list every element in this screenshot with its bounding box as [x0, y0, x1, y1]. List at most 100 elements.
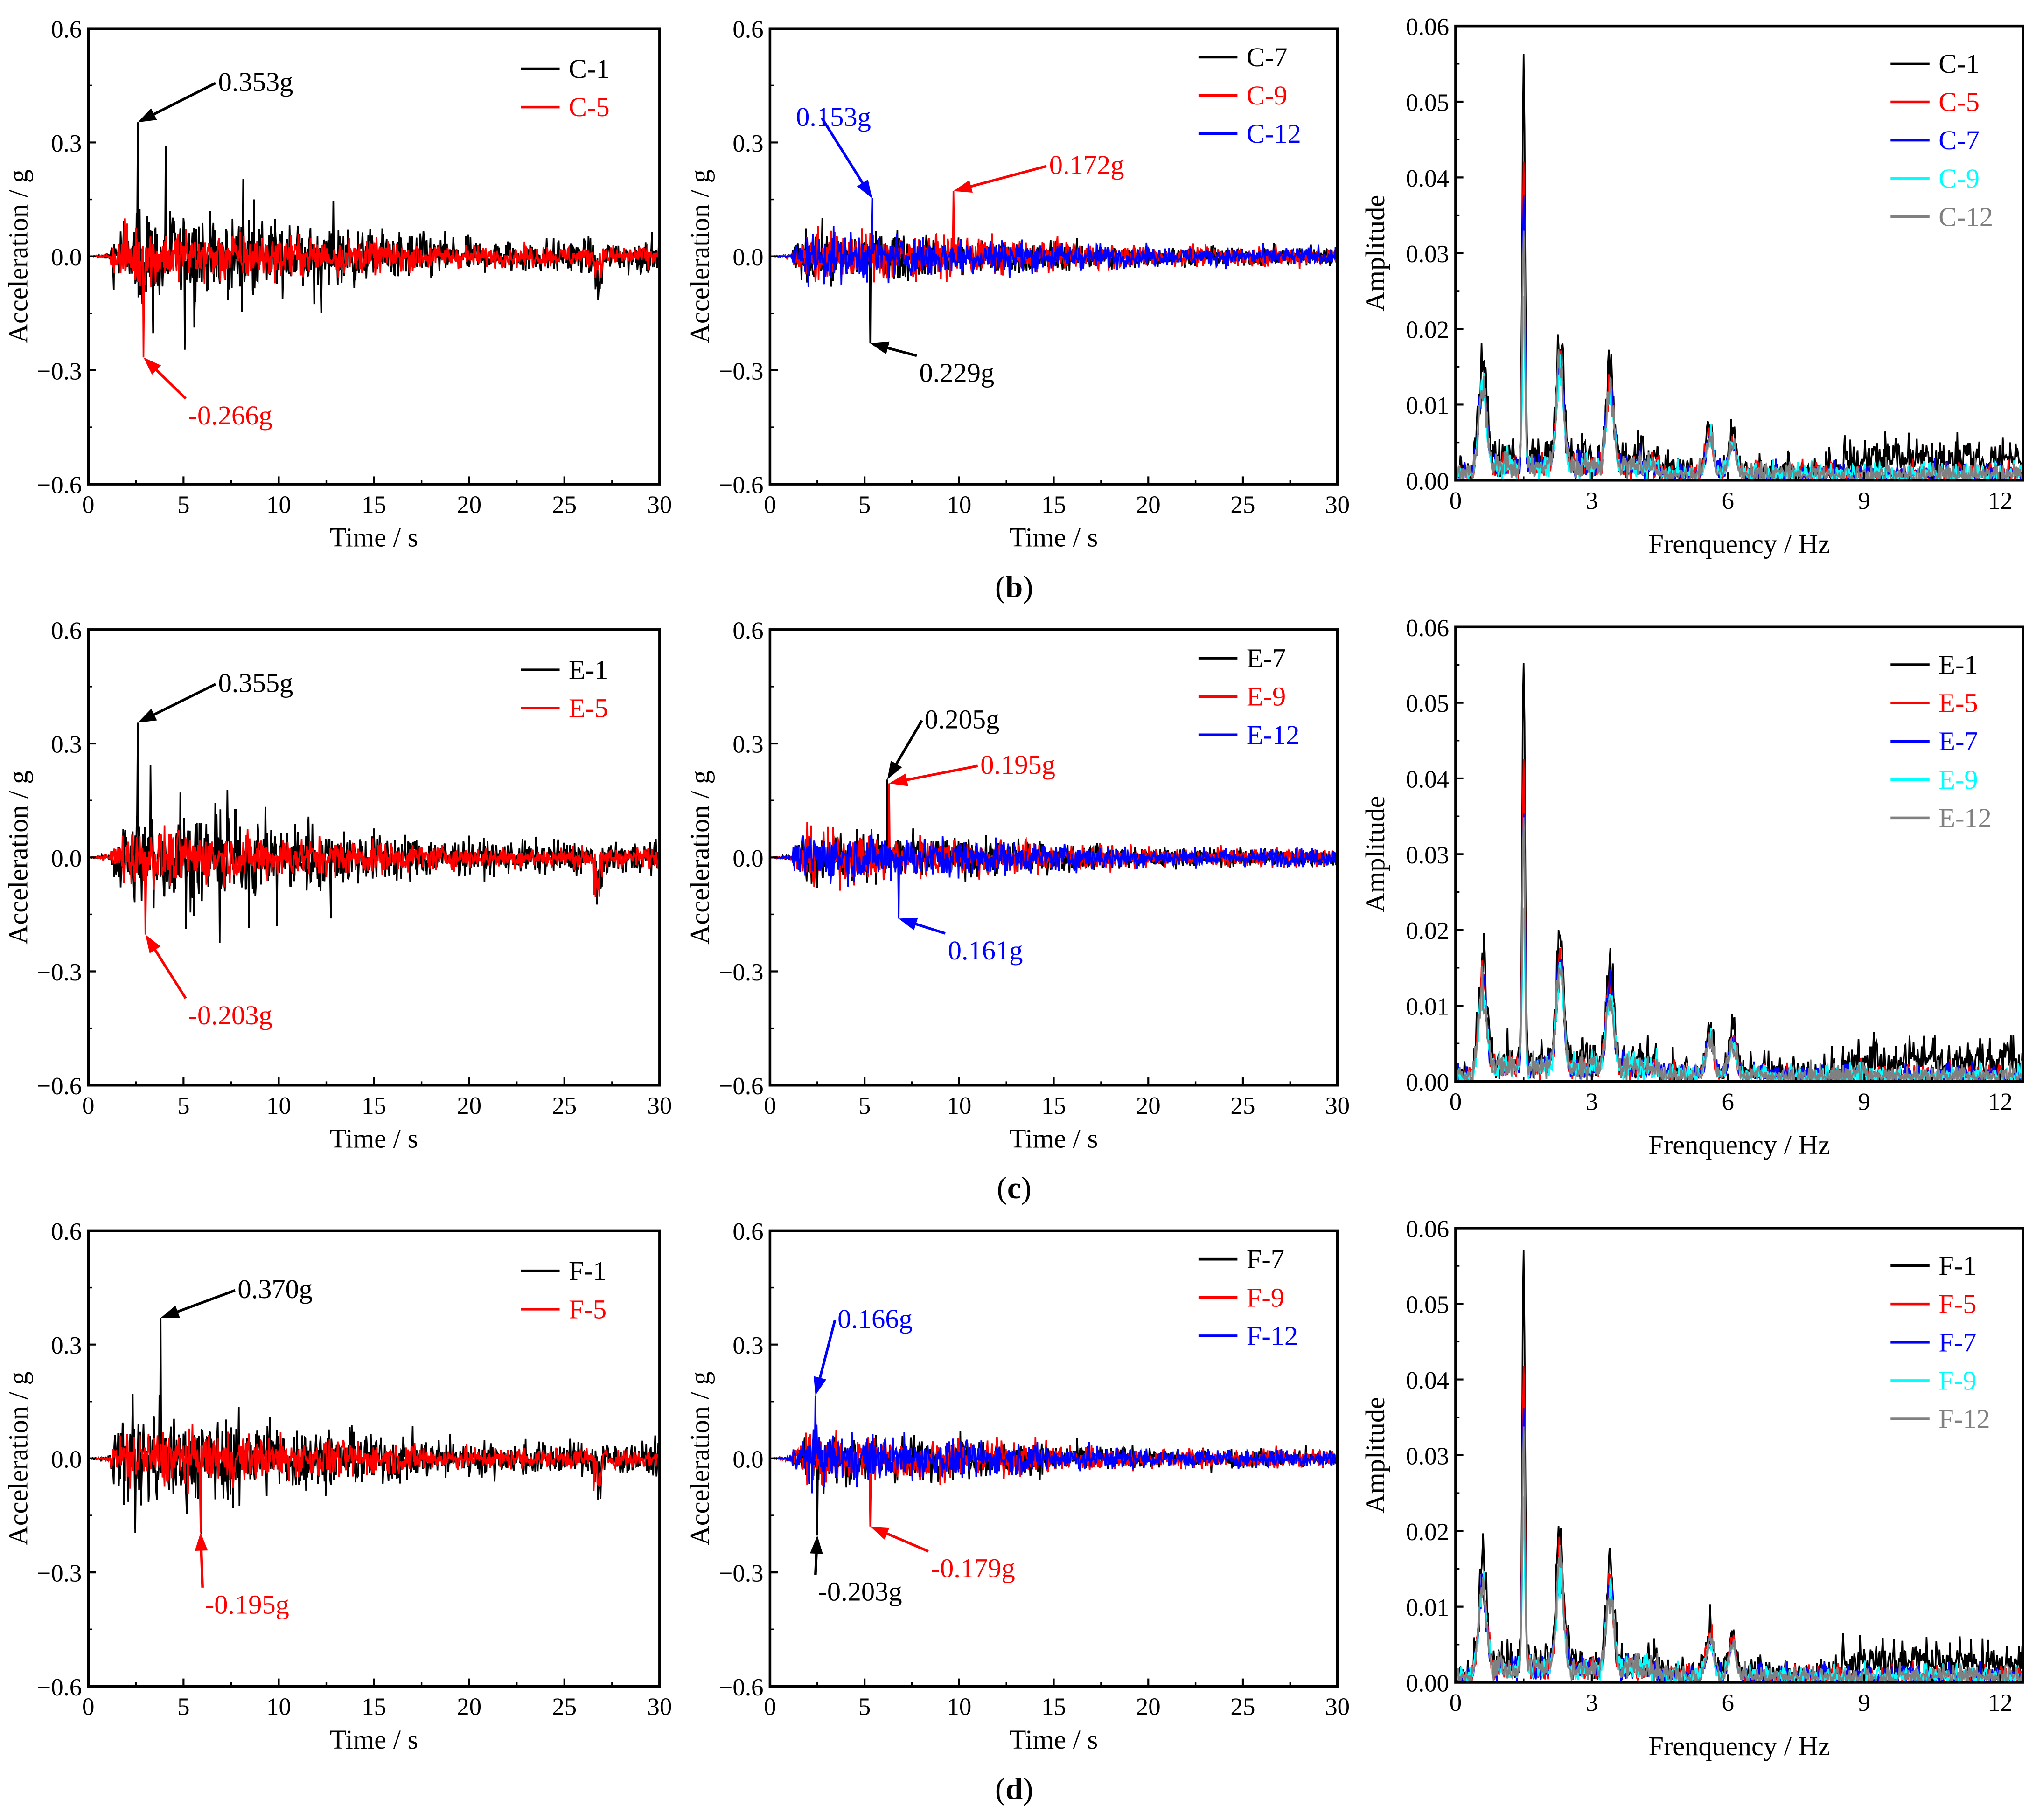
arrowhead-icon — [143, 357, 161, 375]
legend-label: C-12 — [1938, 201, 1993, 232]
arrowhead-icon — [145, 934, 161, 953]
x-tick-label: 12 — [1988, 1689, 2013, 1716]
x-tick-label: 6 — [1722, 1089, 1734, 1116]
panel-d-1: 0 5 10 15 20 25 30 0.6 0.3 0.0 −0.3 −0.6 Time / s Acc… — [3, 1218, 672, 1755]
legend-item-C-5: C-5 — [521, 92, 610, 122]
legend-item-F-9: F-9 — [1890, 1365, 1976, 1396]
annotation: 0.161g — [899, 917, 1023, 966]
x-tick-label: 15 — [362, 1092, 386, 1119]
y-axis-label: Acceleration / g — [3, 771, 33, 945]
legend-item-C-1: C-1 — [521, 54, 610, 84]
annotation-label: 0.353g — [218, 67, 293, 97]
x-tick-label: 5 — [858, 1092, 871, 1119]
annotation-label: -0.195g — [205, 1589, 289, 1619]
x-axis-label: Frenquency / Hz — [1648, 1731, 1830, 1761]
caption-letter: c — [1007, 1171, 1021, 1205]
arrowhead-icon — [810, 1535, 823, 1554]
y-tick-label: −0.3 — [37, 1560, 82, 1587]
y-tick-label: −0.3 — [37, 358, 82, 385]
annotation-label: 0.195g — [980, 750, 1055, 780]
x-tick-label: 10 — [266, 491, 291, 518]
legend-item-E-7: E-7 — [1198, 643, 1286, 674]
y-tick-label: 0.0 — [732, 244, 763, 271]
annotation-arrow — [174, 1289, 236, 1314]
legend-label: C-9 — [1938, 163, 1980, 194]
legend-label: E-1 — [1938, 649, 1978, 680]
x-tick-label: 30 — [647, 1694, 672, 1721]
legend-label: E-7 — [1247, 643, 1286, 674]
series-F-1 — [1455, 1250, 2023, 1682]
panel-b-2: 0 5 10 15 20 25 30 0.6 0.3 0.0 −0.3 −0.6 Time / s Acc… — [685, 16, 1350, 553]
y-tick-label: 0.03 — [1406, 842, 1449, 869]
annotation: 0.195g — [889, 750, 1055, 786]
caption-letter: d — [1005, 1771, 1023, 1806]
legend-item-C-5: C-5 — [1890, 87, 1980, 117]
x-tick-label: 15 — [362, 491, 386, 518]
y-axis-label: Acceleration / g — [685, 771, 715, 945]
annotation: 0.355g — [138, 667, 293, 723]
x-tick-label: 15 — [1041, 1694, 1066, 1721]
legend-label: F-1 — [569, 1256, 607, 1286]
legend-item-F-5: F-5 — [521, 1294, 607, 1324]
x-tick-label: 10 — [947, 1694, 971, 1721]
annotation: -0.203g — [810, 1535, 902, 1607]
annotation-label: 0.172g — [1049, 150, 1124, 180]
x-tick-label: 0 — [82, 491, 94, 518]
x-tick-label: 20 — [457, 1092, 481, 1119]
y-tick-label: 0.0 — [51, 845, 82, 872]
y-tick-label: 0.06 — [1406, 1216, 1449, 1243]
series-F-7 — [770, 1431, 1338, 1536]
y-tick-label: 0.3 — [51, 731, 82, 758]
series-C-7 — [1455, 195, 2023, 480]
x-tick-label: 20 — [1136, 1092, 1161, 1119]
y-axis-label: Acceleration / g — [3, 1371, 33, 1545]
series-F-5 — [88, 1424, 660, 1533]
annotation-arrow — [913, 922, 946, 935]
series-C-7 — [770, 218, 1338, 344]
annotation: -0.179g — [870, 1526, 1015, 1584]
x-tick-label: 15 — [1041, 491, 1066, 518]
y-tick-label: 0.05 — [1406, 690, 1449, 717]
legend-item-E-5: E-5 — [1890, 688, 1978, 718]
x-tick-label: 3 — [1586, 1689, 1598, 1716]
series-E-12 — [770, 829, 1338, 919]
arrowhead-icon — [138, 709, 157, 723]
legend-label: F-7 — [1938, 1327, 1976, 1357]
annotation-arrow — [200, 1548, 204, 1588]
x-tick-label: 25 — [1231, 491, 1255, 518]
legend-label: F-1 — [1938, 1250, 1976, 1281]
legend-label: C-1 — [1938, 49, 1980, 79]
x-tick-label: 10 — [947, 491, 971, 518]
x-tick-label: 30 — [647, 491, 672, 518]
legend-label: E-12 — [1247, 720, 1300, 750]
x-tick-label: 0 — [764, 1092, 776, 1119]
arrowhead-icon — [889, 773, 908, 786]
x-tick-label: 15 — [1041, 1092, 1066, 1119]
annotation-label: 0.370g — [237, 1274, 313, 1304]
panel-c-1: 0 5 10 15 20 25 30 0.6 0.3 0.0 −0.3 −0.6 Time / s Acc… — [3, 617, 672, 1153]
annotation-label: 0.166g — [837, 1304, 913, 1334]
legend-item-E-1: E-1 — [521, 655, 608, 685]
panel-d-2: 0 5 10 15 20 25 30 0.6 0.3 0.0 −0.3 −0.6 Time / s Acc… — [685, 1218, 1350, 1755]
legend-label: C-9 — [1247, 80, 1288, 111]
plot-area — [1455, 663, 2023, 1082]
x-tick-label: 9 — [1858, 487, 1870, 514]
legend-label: C-7 — [1247, 42, 1288, 72]
plot-frame — [1454, 625, 2024, 1083]
annotation-arrow — [153, 947, 187, 999]
legend-item-F-9: F-9 — [1198, 1282, 1284, 1313]
legend-item-E-5: E-5 — [521, 693, 608, 723]
y-tick-label: 0.05 — [1406, 89, 1449, 116]
y-tick-label: 0.00 — [1406, 1670, 1449, 1697]
y-tick-label: 0.6 — [51, 617, 82, 644]
panel-c-2: 0 5 10 15 20 25 30 0.6 0.3 0.0 −0.3 −0.6 Time / s Acc… — [685, 617, 1350, 1153]
series-F-1 — [88, 1318, 660, 1535]
y-tick-label: −0.6 — [37, 1073, 82, 1100]
annotation-arrow — [821, 117, 865, 186]
x-tick-label: 12 — [1988, 1089, 2013, 1116]
legend-label: E-9 — [1247, 681, 1286, 712]
panel-caption: (b) — [995, 570, 1033, 604]
panel-c-3: 0 3 6 9 12 0.06 0.05 0.04 0.03 0.02 0.01 0.00 Frenqu… — [1360, 615, 2024, 1160]
series-C-5 — [88, 218, 660, 358]
x-tick-label: 10 — [266, 1694, 291, 1721]
